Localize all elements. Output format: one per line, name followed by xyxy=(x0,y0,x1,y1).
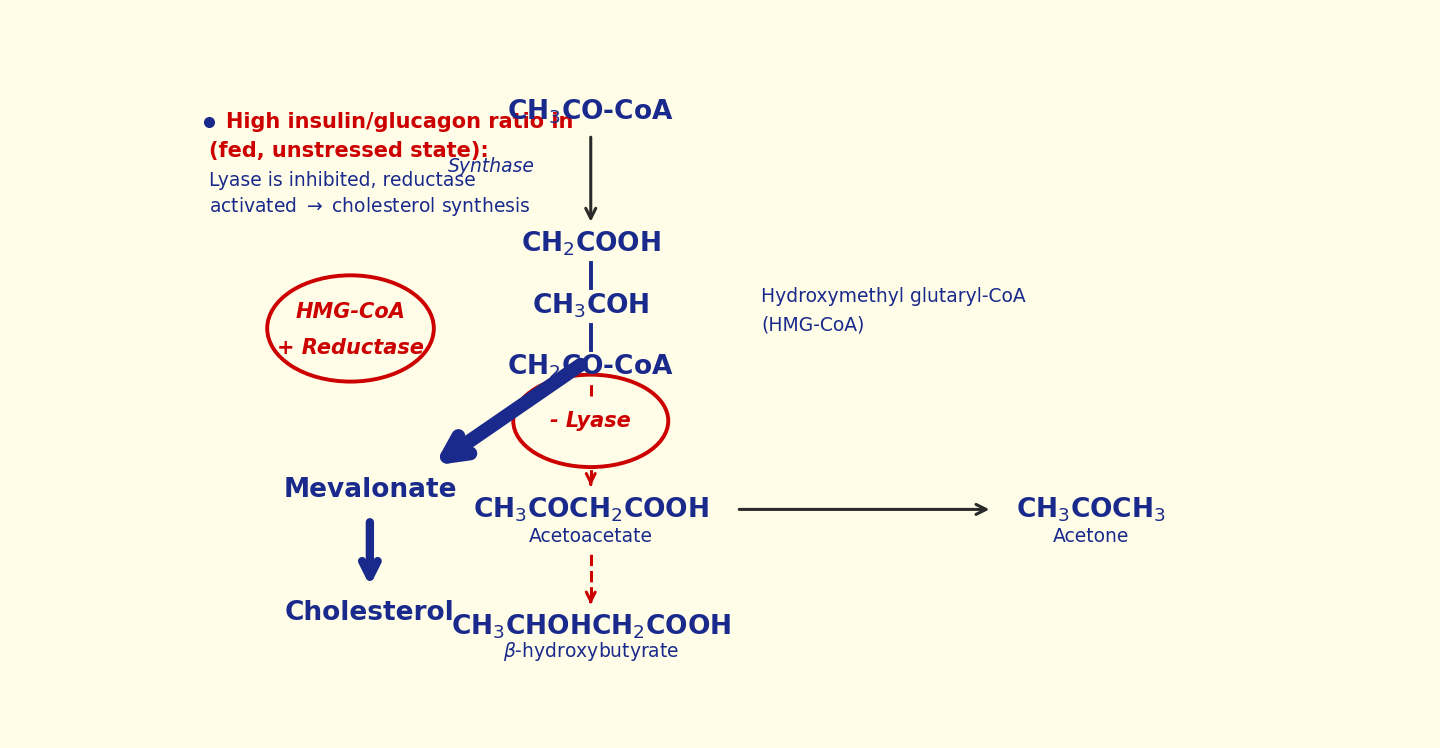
Text: CH$_3$COCH$_3$: CH$_3$COCH$_3$ xyxy=(1015,495,1165,524)
Text: HMG-CoA: HMG-CoA xyxy=(295,301,406,322)
Text: CH$_3$COH: CH$_3$COH xyxy=(531,291,649,319)
Text: Acetone: Acetone xyxy=(1053,527,1129,546)
Text: (fed, unstressed state):: (fed, unstressed state): xyxy=(209,141,490,162)
Text: High insulin/glucagon ratio in: High insulin/glucagon ratio in xyxy=(226,112,575,132)
Text: (HMG-CoA): (HMG-CoA) xyxy=(762,315,864,334)
Text: Acetoacetate: Acetoacetate xyxy=(528,527,652,546)
Text: CH$_3$CO-CoA: CH$_3$CO-CoA xyxy=(507,97,674,126)
Text: CH$_3$CHOHCH$_2$COOH: CH$_3$CHOHCH$_2$COOH xyxy=(451,613,732,642)
Text: CH$_2$CO-CoA: CH$_2$CO-CoA xyxy=(507,353,674,381)
Text: - Lyase: - Lyase xyxy=(550,411,631,431)
Text: Lyase is inhibited, reductase: Lyase is inhibited, reductase xyxy=(209,171,477,190)
Text: Hydroxymethyl glutaryl-CoA: Hydroxymethyl glutaryl-CoA xyxy=(762,286,1025,306)
Text: Mevalonate: Mevalonate xyxy=(284,477,456,503)
Text: + Reductase: + Reductase xyxy=(276,337,423,358)
Text: CH$_3$COCH$_2$COOH: CH$_3$COCH$_2$COOH xyxy=(472,495,708,524)
Text: activated $\rightarrow$ cholesterol synthesis: activated $\rightarrow$ cholesterol synt… xyxy=(209,195,531,218)
Text: $\beta$-hydroxybutyrate: $\beta$-hydroxybutyrate xyxy=(503,640,678,663)
Text: Synthase: Synthase xyxy=(448,157,534,177)
Text: CH$_2$COOH: CH$_2$COOH xyxy=(521,230,661,258)
Text: Cholesterol: Cholesterol xyxy=(285,601,455,626)
